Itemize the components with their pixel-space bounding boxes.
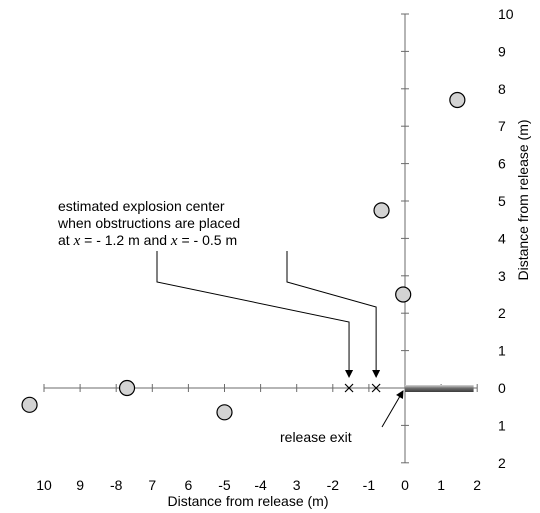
y-axis-title: Distance from release (m) — [515, 119, 531, 280]
x-tick-label: -2 — [327, 477, 340, 493]
x-tick-label: 0 — [401, 477, 409, 493]
release-bar — [405, 385, 474, 392]
data-point-circle — [449, 91, 466, 109]
y-tick-label: 2 — [498, 305, 506, 321]
annotation-equation-2: = - 0.5 m — [178, 232, 238, 248]
arrow-to-explosion-center-2 — [286, 251, 381, 378]
x-tick-label: 3 — [293, 477, 301, 493]
annotation-equation-1: = - 1.2 m and — [80, 232, 171, 248]
x-tick-label: 10 — [36, 477, 52, 493]
data-point-circle — [118, 379, 136, 397]
x-tick-label: 9 — [76, 477, 84, 493]
y-tick-label: 1 — [498, 417, 506, 433]
x-tick-label: 2 — [473, 477, 481, 493]
y-tick-label: 7 — [498, 118, 506, 134]
explosion-center-annotation-line3: at x = - 1.2 m and x = - 0.5 m — [58, 232, 237, 249]
x-tick-label: -8 — [110, 477, 123, 493]
y-tick-label: 0 — [498, 380, 506, 396]
data-point-cross — [344, 383, 354, 393]
y-tick-label: 4 — [498, 230, 506, 246]
annotation-variable-x2: x — [170, 233, 178, 249]
arrow-to-explosion-center-1 — [156, 251, 354, 378]
x-tick-label: 1 — [437, 477, 445, 493]
x-tick-label: -5 — [218, 477, 231, 493]
x-tick-label: 6 — [185, 477, 193, 493]
x-tick-label: 7 — [148, 477, 156, 493]
y-tick-label: 1 — [498, 343, 506, 359]
data-point-circle — [216, 404, 233, 421]
y-tick-label: 8 — [498, 81, 506, 97]
data-point-cross — [371, 383, 381, 393]
arrow-to-release-exit — [381, 390, 404, 428]
x-tick-label: -4 — [254, 477, 267, 493]
release-exit-label: release exit — [280, 429, 352, 445]
y-tick-label: 6 — [498, 156, 506, 172]
data-point-circle — [395, 286, 412, 303]
annotation-arrows — [156, 251, 404, 428]
annotation-prefix: at — [58, 232, 74, 248]
y-tick-label: 2 — [498, 455, 506, 471]
explosion-center-annotation-line1: estimated explosion center — [58, 198, 225, 214]
y-tick-label: 10 — [498, 6, 514, 22]
x-axis-title: Distance from release (m) — [167, 493, 328, 509]
x-tick-label: -1 — [363, 477, 376, 493]
release-pipe — [405, 385, 474, 392]
y-tick-label: 3 — [498, 268, 506, 284]
explosion-center-annotation-line2: when obstructions are placed — [57, 215, 240, 231]
data-point-circle — [373, 202, 390, 219]
annotation-variable-x1: x — [73, 233, 81, 249]
x-axis-ticks: 10 9 -8 7 6 -5 -4 3 -2 -1 0 1 2 — [36, 384, 481, 493]
data-point-circle — [21, 396, 38, 413]
data-points — [21, 91, 466, 421]
y-tick-label: 5 — [498, 193, 506, 209]
y-tick-label: 9 — [498, 43, 506, 59]
